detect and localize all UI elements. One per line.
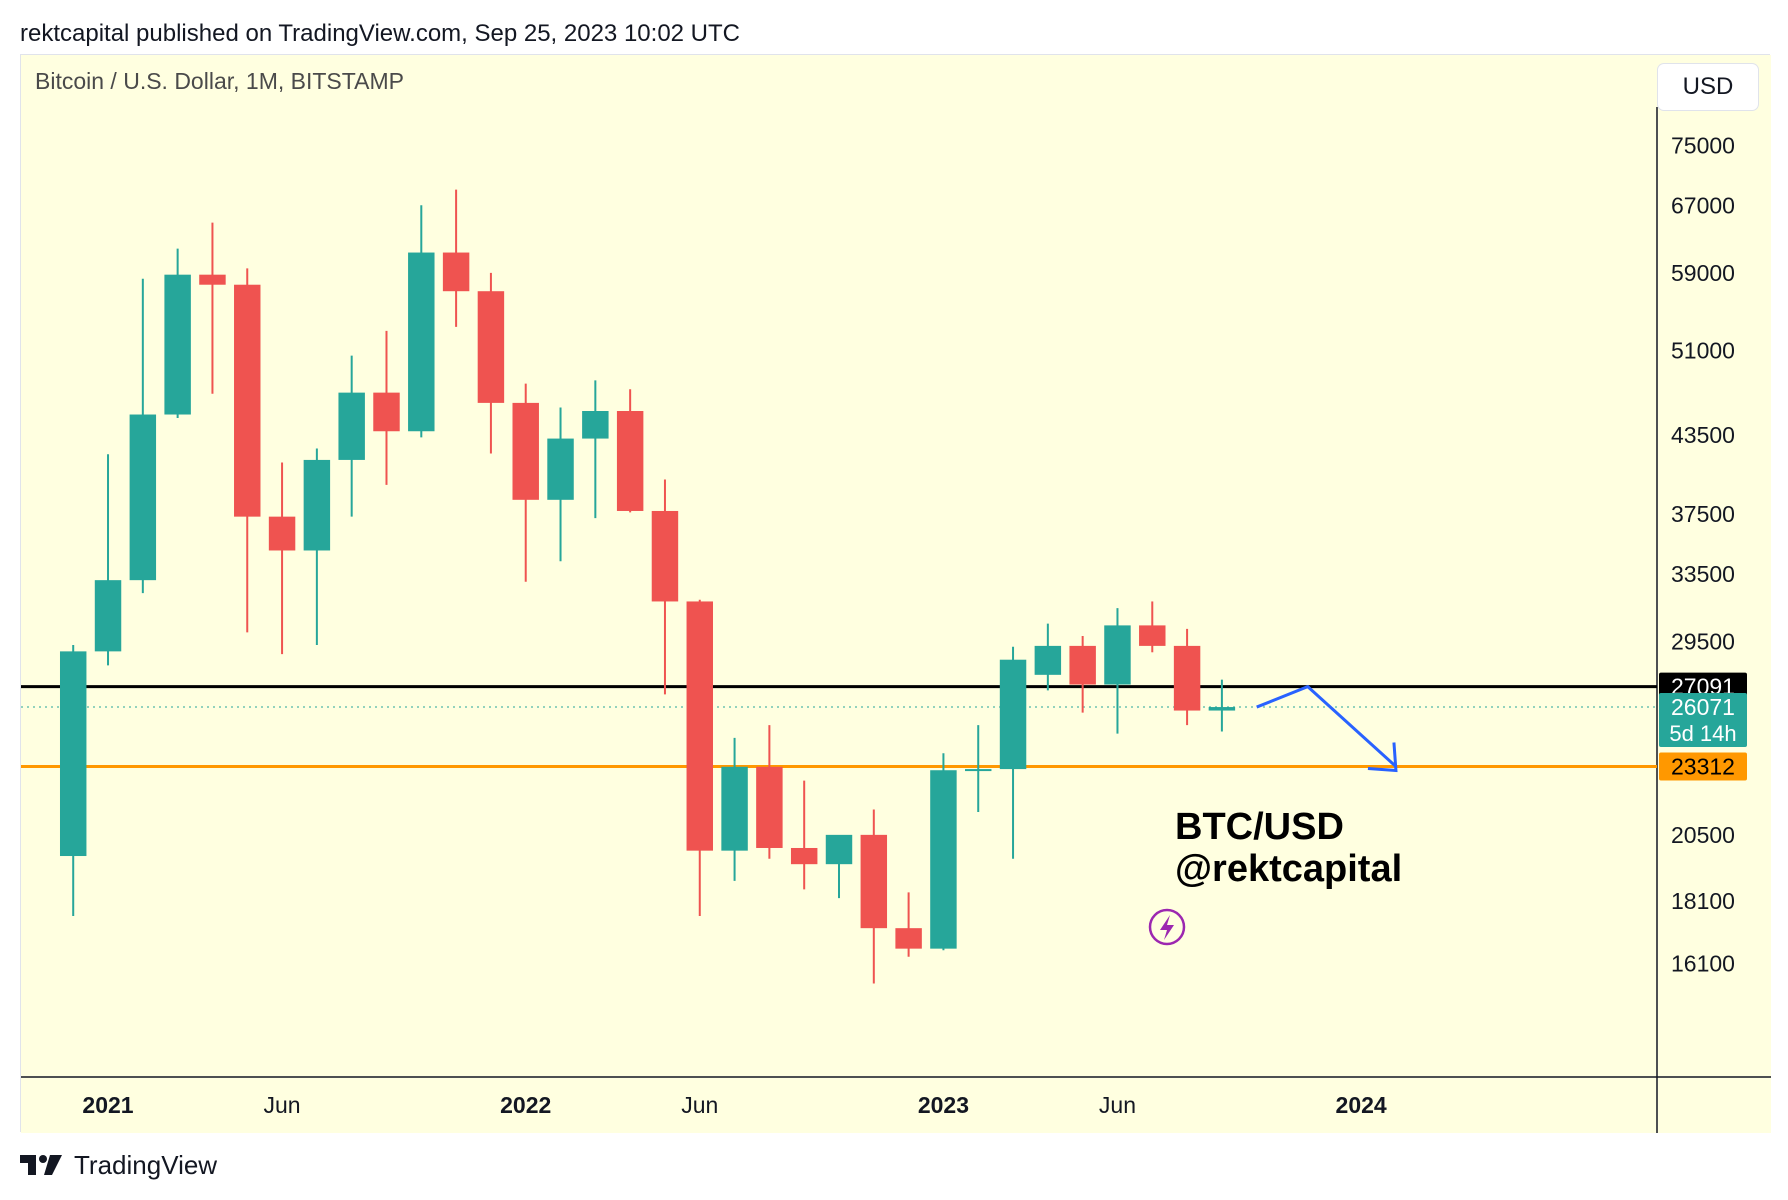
tradingview-logo-icon: [20, 1155, 62, 1175]
price-tick-label: 29500: [1671, 628, 1735, 654]
lightning-bolt-icon: [1160, 915, 1174, 940]
price-tick-label: 43500: [1671, 422, 1735, 448]
candle-body[interactable]: [756, 766, 783, 848]
candle-body[interactable]: [965, 769, 992, 772]
chart-frame: 75000 67000 59000 51000 43500 37500 33500 29500…: [20, 54, 1771, 1133]
price-tick-label: 18100: [1671, 888, 1735, 914]
candle-body[interactable]: [94, 580, 122, 652]
price-tick-label: 37500: [1671, 501, 1735, 527]
time-tick-label: 2021: [82, 1092, 133, 1118]
price-tick-label: 59000: [1671, 260, 1735, 286]
footer: TradingView: [20, 1148, 217, 1182]
candle-body[interactable]: [930, 770, 957, 949]
time-tick-label: Jun: [681, 1092, 718, 1118]
time-tick-label: Jun: [264, 1092, 301, 1118]
candle-body[interactable]: [686, 601, 713, 851]
watermark-pair: BTC/USD: [1175, 806, 1344, 848]
candle-body[interactable]: [547, 438, 574, 500]
candle-body[interactable]: [651, 510, 679, 602]
candle-body[interactable]: [199, 274, 226, 285]
candle-body[interactable]: [825, 834, 853, 865]
current-price-label: 26071: [1671, 694, 1735, 720]
candlestick-chart[interactable]: 75000 67000 59000 51000 43500 37500 33500 29500…: [21, 55, 1771, 1133]
current-price-tag: [1659, 693, 1747, 748]
candle-body[interactable]: [268, 516, 296, 551]
candle-body[interactable]: [373, 392, 400, 432]
candle-body[interactable]: [477, 291, 505, 403]
candle-body[interactable]: [582, 411, 609, 439]
lightning-badge-icon[interactable]: [1148, 908, 1186, 946]
candle-body[interactable]: [860, 834, 888, 929]
watermark-author: @rektcapital: [1175, 848, 1402, 890]
candle-body[interactable]: [1069, 645, 1096, 685]
price-tick-label: 51000: [1671, 337, 1735, 363]
time-tick-label: Jun: [1099, 1092, 1136, 1118]
candle-body[interactable]: [129, 414, 157, 581]
candle-body[interactable]: [1034, 645, 1062, 675]
candle-body[interactable]: [338, 392, 365, 460]
candle-body[interactable]: [1173, 645, 1201, 711]
published-caption: rektcapital published on TradingView.com…: [20, 20, 740, 47]
support-price-tag: [1659, 752, 1747, 781]
candle-body[interactable]: [408, 252, 435, 432]
candle-body[interactable]: [895, 928, 922, 949]
candle-body[interactable]: [234, 284, 261, 517]
candle-body[interactable]: [303, 459, 331, 551]
currency-button[interactable]: USD: [1658, 64, 1758, 110]
candle-body[interactable]: [1139, 625, 1166, 646]
candle-body[interactable]: [616, 411, 644, 511]
candle-body[interactable]: [164, 274, 191, 415]
projection-arrowhead: [1367, 742, 1398, 773]
chart-background: [21, 55, 1771, 1133]
bar-countdown-label: 5d 14h: [1669, 721, 1736, 746]
time-tick-label: 2024: [1336, 1092, 1387, 1118]
chart-title: Bitcoin / U.S. Dollar, 1M, BITSTAMP: [35, 68, 404, 94]
support-price-label: 23312: [1671, 754, 1735, 780]
candle-body[interactable]: [1104, 625, 1131, 685]
candle-body[interactable]: [1208, 707, 1236, 711]
price-tick-label: 33500: [1671, 561, 1735, 587]
candle-body[interactable]: [999, 659, 1027, 770]
tradingview-wordmark: TradingView: [74, 1149, 218, 1180]
price-tick-label: 75000: [1671, 132, 1735, 158]
time-tick-label: 2022: [500, 1092, 551, 1118]
price-tick-label: 20500: [1671, 822, 1735, 848]
price-tick-label: 16100: [1671, 950, 1735, 976]
candle-body[interactable]: [512, 402, 539, 500]
projection-arrow[interactable]: [1256, 684, 1397, 768]
candle-body[interactable]: [721, 766, 748, 851]
candle-body[interactable]: [442, 252, 470, 292]
candle-body[interactable]: [59, 651, 87, 857]
candle-body[interactable]: [790, 847, 818, 865]
time-tick-label: 2023: [918, 1092, 969, 1118]
price-tick-label: 67000: [1671, 192, 1735, 218]
